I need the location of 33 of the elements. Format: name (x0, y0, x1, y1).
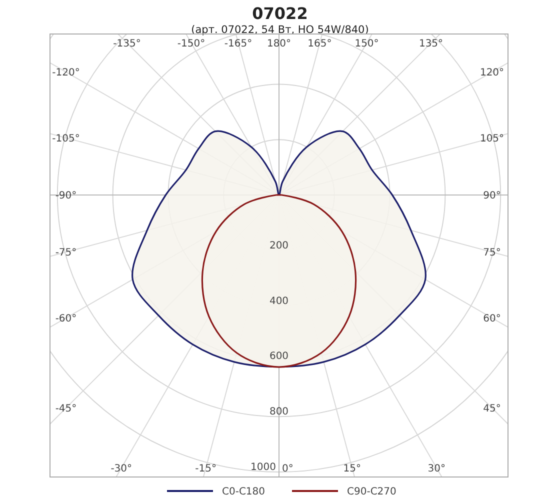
spoke-label: 60° (483, 313, 501, 324)
spoke-label: 0° (282, 464, 294, 474)
spoke-label: 180° (266, 38, 292, 50)
chart-subtitle: (арт. 07022, 54 Вт, HO 54W/840) (191, 24, 369, 36)
spoke-label: -30° (110, 464, 132, 474)
spoke-label: 75° (483, 248, 501, 259)
spoke-label: -150° (177, 38, 206, 50)
spoke-label: -105° (52, 133, 80, 144)
y-tick-label: 200 (269, 240, 289, 252)
spoke-label: -165° (224, 38, 252, 50)
y-tick-label: 600 (269, 351, 289, 362)
legend-label: C90-C270 (347, 486, 396, 498)
spoke-label: 30° (428, 464, 446, 474)
spoke-label: 105° (480, 133, 504, 144)
y-tick-label: 1000 (250, 462, 276, 473)
spoke-label: -45° (55, 404, 77, 414)
y-tick-label: 800 (269, 406, 289, 418)
spoke-label: -90° (55, 190, 77, 202)
spoke-label: 45° (483, 404, 501, 414)
y-tick-label: 400 (269, 296, 289, 307)
spoke-label: 120° (480, 68, 504, 79)
spoke-label: -120° (52, 68, 80, 79)
spoke-label: 135° (418, 38, 444, 50)
spoke-label: -60° (55, 313, 77, 324)
spoke-label: -75° (55, 248, 77, 259)
spoke-label: -15° (195, 464, 217, 474)
spoke-label: 150° (354, 38, 379, 50)
spoke-label: 90° (483, 190, 501, 202)
spoke-label: -135° (113, 38, 141, 50)
legend-label: C0-C180 (222, 486, 266, 498)
chart-title: 07022 (252, 4, 308, 23)
spoke-label: 165° (308, 38, 332, 50)
spoke-label: 15° (343, 464, 362, 474)
